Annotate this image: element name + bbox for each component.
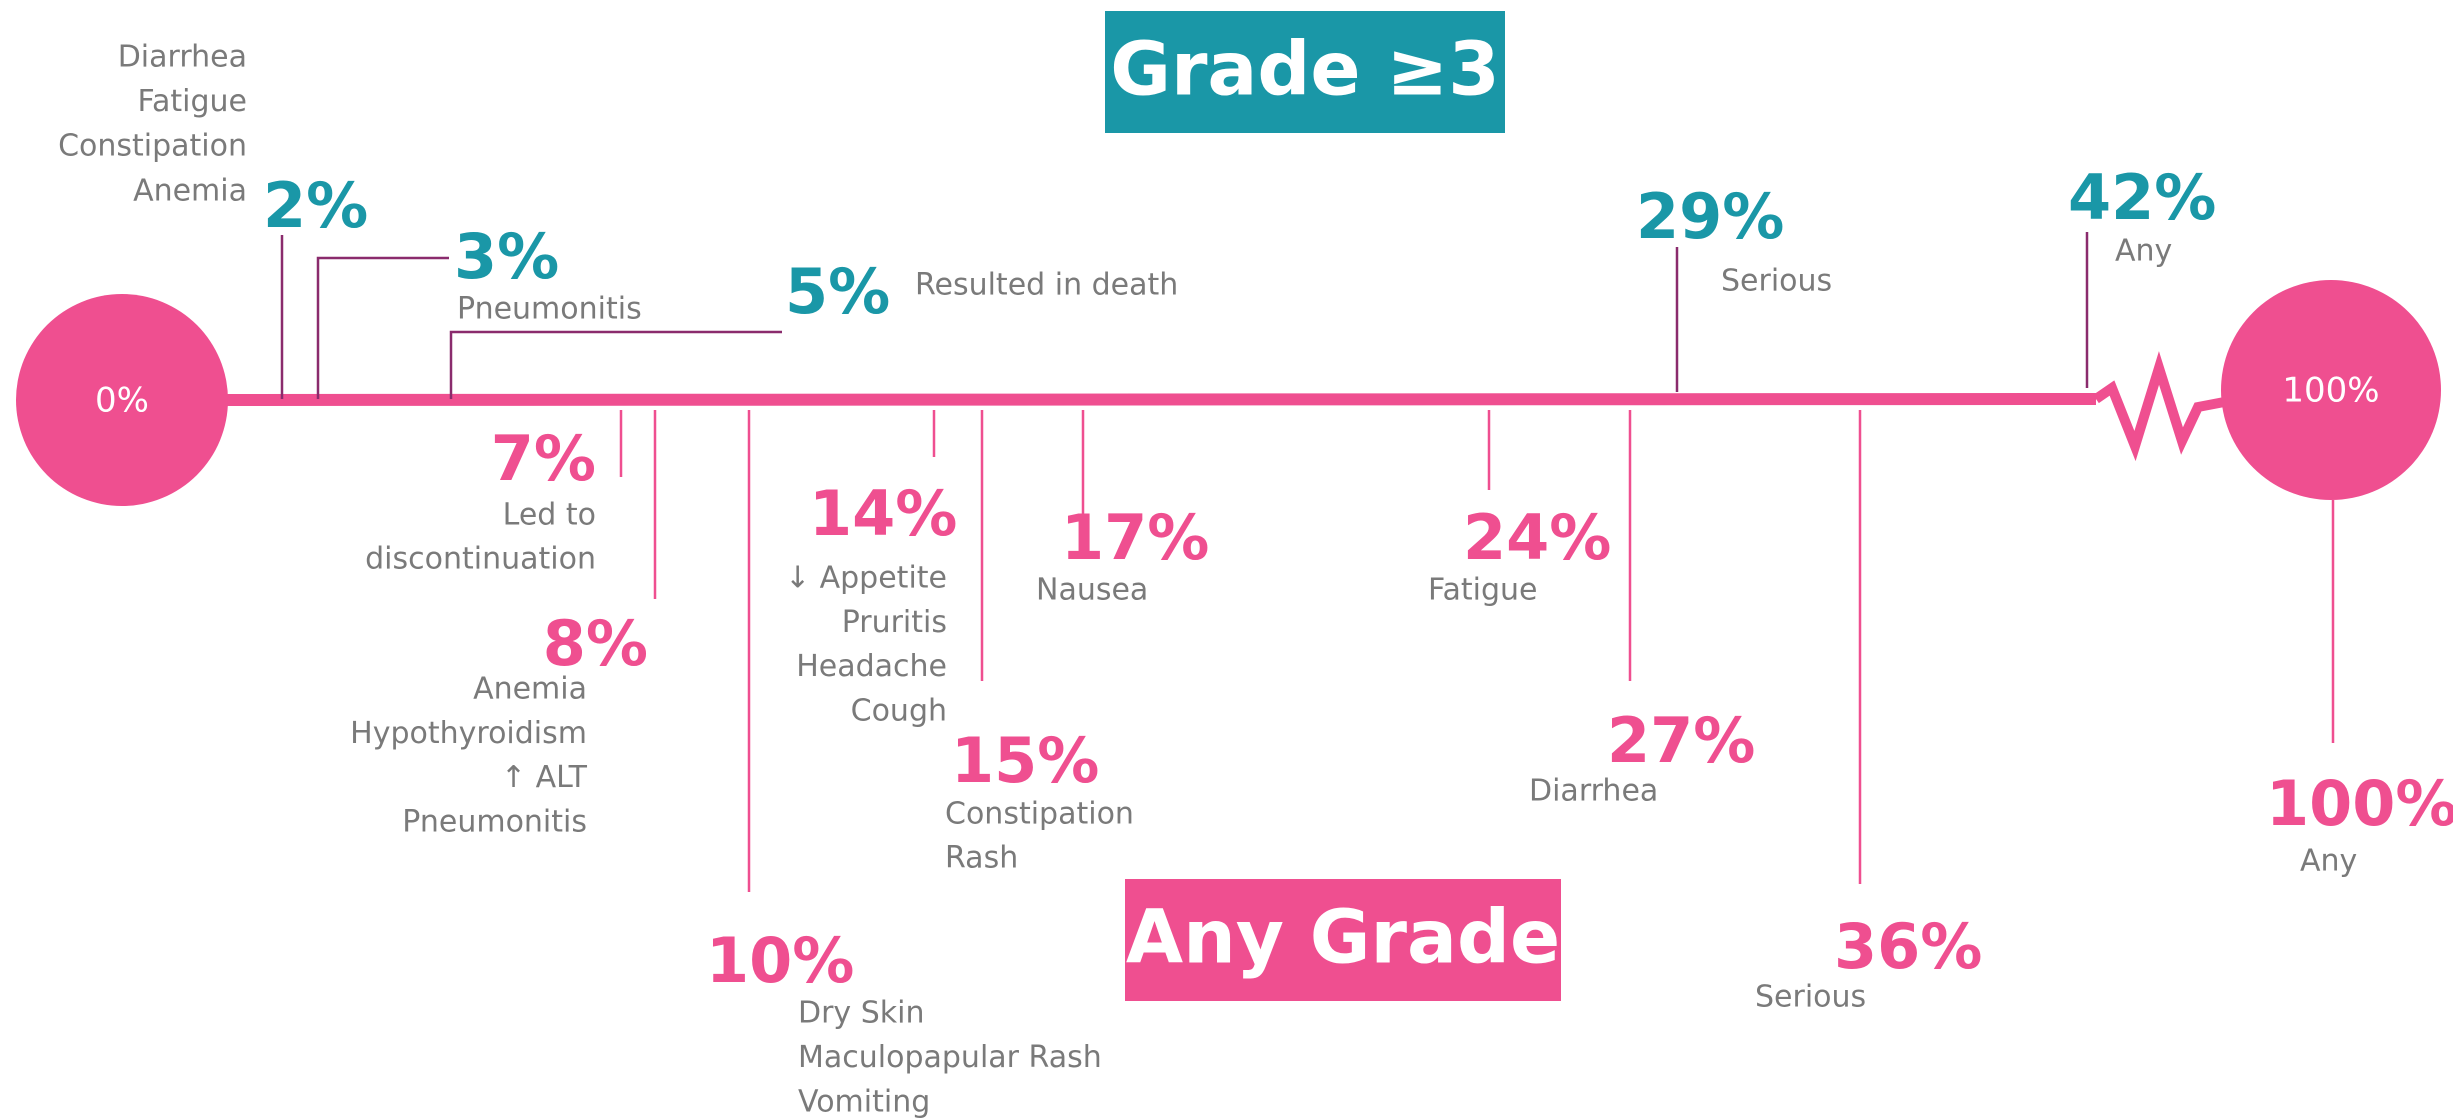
percent: 36% [1834,910,1982,983]
event-label: discontinuation [365,542,596,577]
percent: 7% [491,422,596,495]
event-label: Rash [945,841,1018,876]
percent: 10% [706,924,854,997]
event-label: Fatigue [1428,573,1538,608]
event-label: Cough [851,693,947,728]
event-label: Dry Skin [798,996,925,1031]
percent: 3% [454,220,559,293]
percent: 2% [263,169,368,242]
percent: 8% [543,607,648,680]
percent: 29% [1636,180,1784,253]
event-label: Diarrhea [118,40,247,75]
event-label: Any [2300,844,2357,879]
event-label: Fatigue [138,84,248,119]
event-label: Nausea [1036,573,1148,608]
axis-line [199,393,2097,406]
event-label: Serious [1721,264,1832,299]
any-grade-title: Any Grade [1126,895,1560,981]
grade3-box [1105,11,1505,133]
event-label: Anemia [133,173,247,208]
event-label: Vomiting [798,1085,930,1118]
event-label: Led to [503,498,596,533]
event-label: Diarrhea [1529,774,1658,809]
axis-break [2093,351,2241,462]
event-label: Hypothyroidism [350,716,587,751]
percent: 100% [2266,767,2453,840]
percent: 42% [2068,161,2216,234]
event-label: ↓ Appetite [785,561,947,596]
event-label: Serious [1755,980,1866,1015]
start-circle [16,294,228,506]
event-label: Headache [796,649,947,684]
start-label: 0% [95,381,149,421]
event-label: Anemia [473,672,587,707]
percent: 17% [1061,501,1209,574]
percent: 5% [785,255,890,328]
grade3-title: Grade ≥3 [1110,27,1500,113]
items: 2%DiarrheaFatigueConstipationAnemia3%Pne… [58,40,2453,1118]
event-label: Any [2115,234,2172,269]
end-label: 100% [2282,371,2379,411]
percent: 15% [951,724,1099,797]
event-label: ↑ ALT [501,760,588,795]
percent: 24% [1463,501,1611,574]
event-label: Constipation [945,797,1134,832]
event-label: Resulted in death [915,268,1178,303]
connector [449,330,782,399]
end-circle [2221,280,2441,500]
event-label: Constipation [58,129,247,164]
event-label: Pruritis [842,605,947,640]
event-label: Maculopapular Rash [798,1040,1102,1075]
connector [316,256,449,399]
any-grade-box [1125,879,1561,1001]
event-label: Pneumonitis [457,292,642,327]
percent: 27% [1607,704,1755,777]
percent: 14% [809,477,957,550]
event-label: Pneumonitis [402,804,587,839]
